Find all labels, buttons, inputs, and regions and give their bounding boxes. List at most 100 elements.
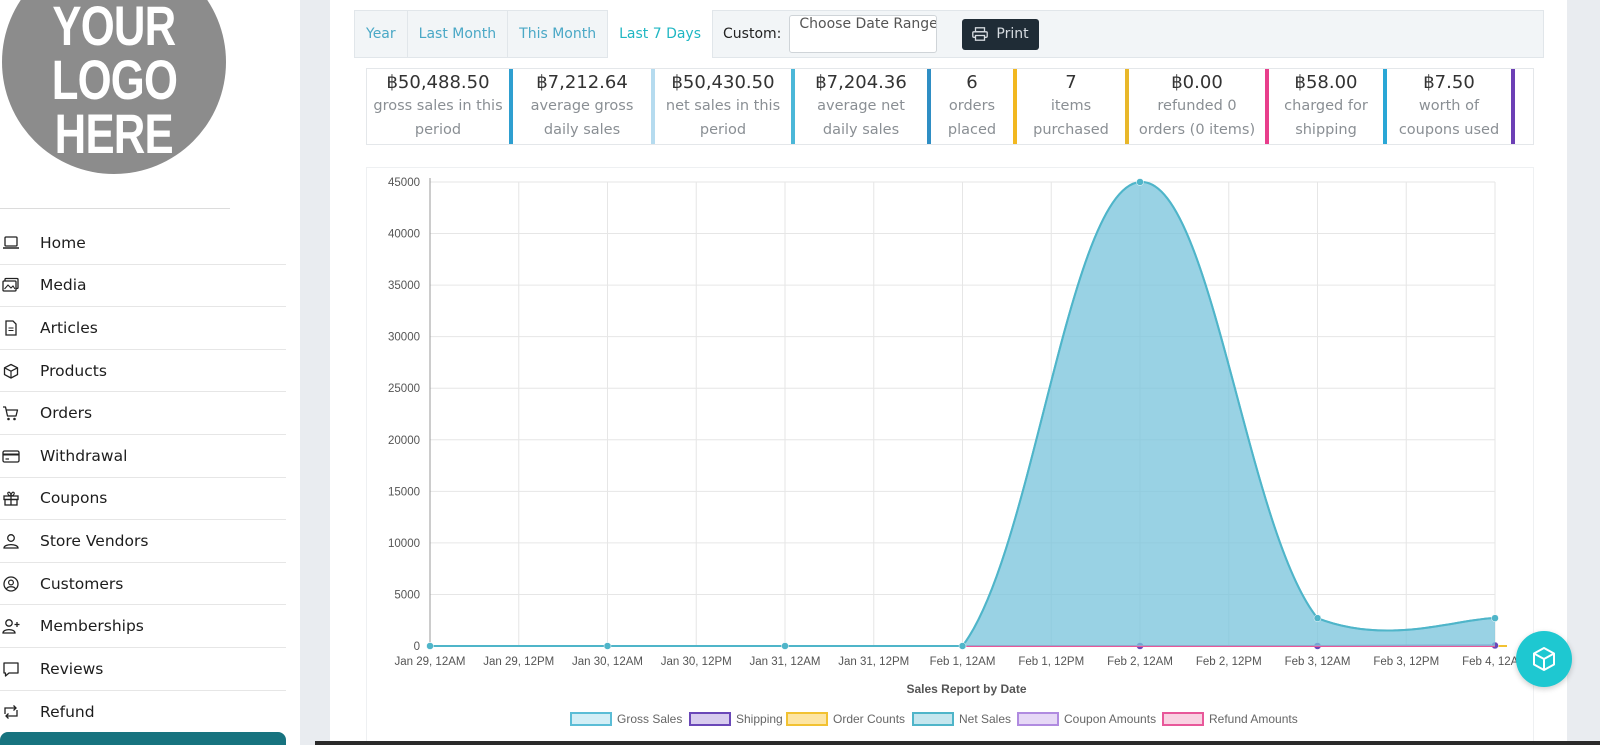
credit-card-icon [0, 448, 22, 464]
stat-description: net sales in this period [665, 98, 781, 138]
x-tick-label: Jan 29, 12PM [483, 656, 554, 668]
legend-label: Refund Amounts [1209, 712, 1298, 726]
y-tick-label: 45000 [388, 177, 420, 189]
user-icon [0, 533, 22, 549]
sidebar-item-label: Withdrawal [40, 446, 128, 465]
y-tick-label: 20000 [388, 435, 420, 447]
stat-card: ฿50,430.50 net sales in this period [655, 69, 795, 144]
y-tick-label: 15000 [388, 486, 420, 498]
sidebar-item-customers[interactable]: Customers [0, 563, 286, 606]
x-tick-label: Feb 2, 12PM [1196, 656, 1262, 668]
stat-description: gross sales in this period [373, 98, 503, 138]
sidebar-item-store-vendors[interactable]: Store Vendors [0, 520, 286, 563]
floating-action-button[interactable] [1516, 631, 1572, 687]
logo-divider [0, 208, 230, 209]
sidebar-item-label: Reviews [40, 659, 104, 678]
date-range-input[interactable]: Choose Date Range [789, 15, 938, 53]
sidebar-item-withdrawal[interactable]: Withdrawal [0, 435, 286, 478]
stat-card: 7 items purchased [1017, 69, 1129, 144]
y-tick-label: 40000 [388, 229, 420, 241]
sales-chart: 0 5000 10000 15000 20000 25000 30000 35000 40000… [366, 167, 1534, 745]
cart-icon [0, 405, 22, 421]
legend-item-gross-sales[interactable]: Gross Sales [570, 712, 682, 726]
sidebar-nav: Home Media Articles Products Orders Withdrawa… [0, 222, 286, 733]
user-plus-icon [0, 618, 22, 634]
bottom-scrollbar[interactable] [315, 741, 1600, 745]
sidebar-item-memberships[interactable]: Memberships [0, 605, 286, 648]
sidebar-item-home[interactable]: Home [0, 222, 286, 265]
main-panel: Year Last Month This Month Last 7 Days C… [330, 0, 1567, 745]
tab-this-month[interactable]: This Month [508, 11, 609, 57]
x-tick-label: Jan 29, 12AM [395, 656, 466, 668]
stat-description: refunded 0 orders (0 items) [1138, 98, 1256, 138]
date-filter-tabs: Year Last Month This Month Last 7 Days C… [354, 10, 1544, 58]
sidebar-item-coupons[interactable]: Coupons [0, 478, 286, 521]
sidebar-item-media[interactable]: Media [0, 265, 286, 308]
stat-value: ฿50,488.50 [386, 72, 490, 93]
legend-item-net-sales[interactable]: Net Sales [912, 712, 1011, 726]
stat-card: ฿0.00 refunded 0 orders (0 items) [1129, 69, 1269, 144]
legend-item-refund-amounts[interactable]: Refund Amounts [1162, 712, 1298, 726]
stat-value: ฿7,204.36 [815, 72, 907, 93]
data-point [1313, 614, 1322, 622]
legend-label: Order Counts [833, 712, 905, 726]
y-tick-label: 25000 [388, 383, 420, 395]
legend-swatch [1162, 712, 1204, 726]
data-point [603, 642, 612, 650]
sidebar-item-label: Home [40, 233, 86, 252]
cube-icon [1533, 647, 1555, 671]
legend-swatch [912, 712, 954, 726]
tab-last-7-days[interactable]: Last 7 Days [608, 10, 714, 58]
data-point [426, 642, 434, 650]
sidebar-item-label: Customers [40, 574, 124, 593]
sidebar-item-reviews[interactable]: Reviews [0, 648, 286, 691]
stat-value: ฿0.00 [1171, 72, 1223, 93]
sidebar-item-label: Media [40, 276, 87, 295]
x-tick-label: Jan 31, 12AM [750, 656, 821, 668]
box-icon [0, 363, 22, 379]
x-tick-label: Jan 30, 12PM [661, 656, 732, 668]
stat-description: average net daily sales [817, 98, 905, 138]
legend-label: Coupon Amounts [1064, 712, 1156, 726]
stat-description: worth of coupons used [1398, 98, 1500, 138]
images-icon [0, 277, 22, 293]
sidebar-active-item[interactable] [0, 732, 286, 745]
stat-card: ฿50,488.50 gross sales in this period [367, 69, 513, 144]
tab-last-month[interactable]: Last Month [408, 11, 509, 57]
sidebar-item-orders[interactable]: Orders [0, 392, 286, 435]
print-button[interactable]: Print [962, 18, 1039, 50]
sales-summary: ฿50,488.50 gross sales in this period ฿7,2… [366, 68, 1534, 145]
document-icon [0, 320, 22, 336]
logo: YOUR LOGO HERE [2, 0, 226, 174]
x-tick-label: Jan 30, 12AM [572, 656, 643, 668]
sidebar-item-refund[interactable]: Refund [0, 691, 286, 734]
stat-value: ฿7.50 [1423, 72, 1475, 93]
data-point [781, 642, 789, 650]
comment-icon [0, 661, 22, 677]
legend-label: Gross Sales [617, 712, 682, 726]
sidebar-item-label: Articles [40, 318, 98, 337]
custom-label: Custom: [723, 26, 782, 42]
legend-item-order-counts[interactable]: Order Counts [786, 712, 905, 726]
y-tick-label: 5000 [394, 589, 420, 601]
legend-label: Shipping [736, 712, 783, 726]
x-tick-label: Feb 4, 12AM [1462, 656, 1528, 668]
legend-label: Net Sales [959, 712, 1011, 726]
legend-item-coupon-amounts[interactable]: Coupon Amounts [1017, 712, 1156, 726]
gift-icon [0, 490, 22, 507]
retweet-icon [0, 704, 22, 720]
sales-chart-svg: 0 5000 10000 15000 20000 25000 30000 35000 40000… [388, 177, 1528, 726]
data-point [958, 642, 967, 650]
stat-value: 7 [1065, 72, 1077, 93]
sidebar-item-products[interactable]: Products [0, 350, 286, 393]
printer-icon [972, 27, 989, 41]
tab-year[interactable]: Year [355, 11, 408, 57]
x-axis-label: Sales Report by Date [906, 682, 1026, 696]
series-area-net-sales [430, 181, 1495, 647]
stat-card: ฿58.00 charged for shipping [1269, 69, 1387, 144]
laptop-icon [0, 235, 22, 251]
sidebar-item-articles[interactable]: Articles [0, 307, 286, 350]
stat-description: orders placed [947, 98, 997, 138]
legend-item-shipping[interactable]: Shipping [689, 712, 783, 726]
x-tick-label: Feb 1, 12AM [930, 656, 996, 668]
